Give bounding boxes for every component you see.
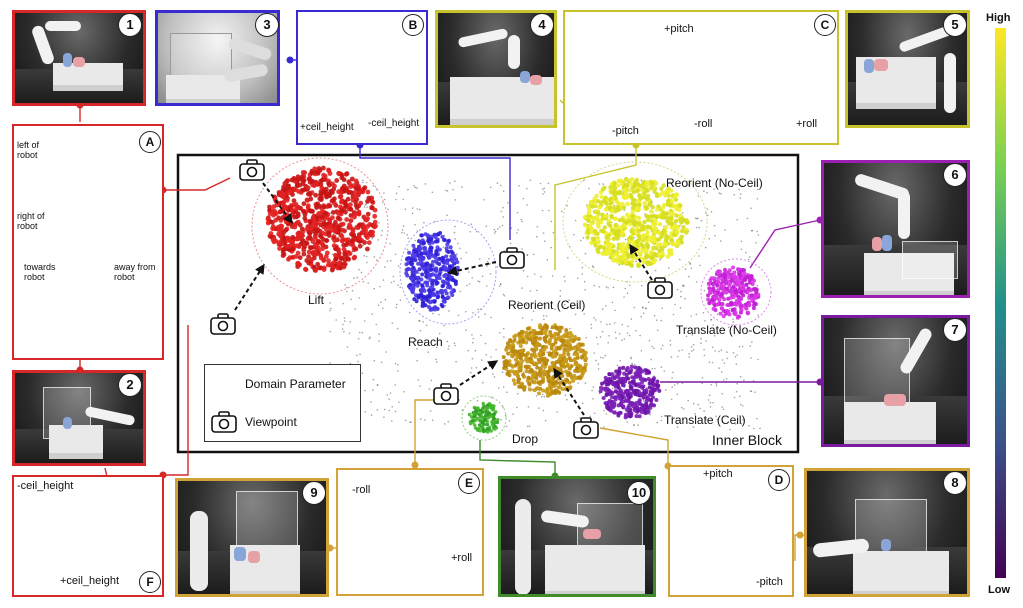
photo-number-7: 7: [943, 318, 967, 342]
viewpoint-arrow-lift-side: [234, 263, 265, 311]
panel-letter-e: E: [458, 472, 480, 494]
panel-b-minus-ceil-height: -ceil_height: [368, 118, 420, 129]
cluster-translate-no-ceil-points: [706, 265, 761, 320]
panel-a-right-of-robot: right of robot: [17, 211, 45, 231]
camera-icon-reorient: [647, 277, 673, 299]
viewpoint-arrow-translate: [553, 367, 585, 416]
panel-a-left-of-robot: left of robot: [17, 140, 40, 160]
panel-e-plus-roll: +roll: [451, 552, 473, 564]
photo-number-2: 2: [118, 373, 142, 397]
cluster-layer: [265, 165, 761, 434]
photo-3-reach-task: [155, 10, 280, 106]
panel-d-plus-pitch: +pitch: [703, 468, 733, 480]
panel-f-frame: [12, 475, 164, 597]
photo-number-10: 10: [627, 481, 651, 505]
cluster-label-translate-ceil: Translate (Ceil): [664, 413, 746, 427]
colorbar-high-label: High: [986, 12, 1011, 24]
photo-8-reorient-ceil-task: [804, 468, 970, 597]
colorbar-gradient: [995, 28, 1006, 578]
legend-box: Domain Parameter Viewpoint: [204, 364, 361, 442]
panel-letter-c: C: [814, 14, 836, 36]
cluster-label-lift: Lift: [308, 293, 325, 307]
connector-dot: [796, 531, 804, 539]
photo-number-4: 4: [530, 13, 554, 37]
camera-icon-reorient-ceil: [433, 383, 459, 405]
reorient-no-ceil-halo: [562, 161, 708, 283]
cluster-label-reorient-no-ceil: Reorient (No-Ceil): [666, 176, 763, 190]
connector-dot: [286, 56, 294, 64]
viewpoint-arrow-reorient: [629, 243, 653, 281]
photo-5-reorient-no-ceil-task: [845, 10, 970, 128]
panel-f-plus-ceil-height: +ceil_height: [60, 575, 120, 587]
reach-halo: [399, 219, 497, 325]
cluster-label-reorient-ceil: Reorient (Ceil): [508, 298, 586, 312]
panel-e-frame: [336, 468, 484, 596]
lift-halo: [251, 157, 389, 295]
panel-c-frame: [563, 10, 839, 145]
translate-no-ceil-halo: [700, 258, 772, 326]
panel-letter-d: D: [768, 469, 790, 491]
legend-domain-parameter: Domain Parameter: [245, 377, 346, 391]
panel-c-minus-pitch: -pitch: [612, 125, 639, 137]
panel-e-minus-roll: -roll: [352, 484, 371, 496]
photo-number-6: 6: [943, 163, 967, 187]
panel-c-minus-roll: -roll: [694, 118, 713, 130]
camera-icon-lift-side: [210, 313, 236, 335]
panel-a-away-from-robot: away from robot: [114, 262, 156, 282]
viewpoint-arrow-reach: [447, 261, 497, 276]
panel-letter-a: A: [139, 131, 161, 153]
photo-number-8: 8: [943, 471, 967, 495]
panel-c-plus-roll: +roll: [796, 118, 818, 130]
colorbar-low-label: Low: [988, 584, 1010, 596]
photo-number-9: 9: [302, 481, 326, 505]
legend-viewpoint: Viewpoint: [245, 415, 297, 429]
panel-letter-b: B: [402, 14, 424, 36]
panel-letter-f: F: [139, 571, 161, 593]
camera-icon-legend: [211, 411, 237, 433]
panel-a-towards-robot: towards robot: [24, 262, 56, 282]
cluster-reach-points: [404, 231, 460, 312]
cluster-drop-points: [467, 401, 500, 434]
camera-icon-lift-top: [239, 159, 265, 181]
inner-block-label: Inner Block: [712, 432, 783, 448]
photo-number-1: 1: [118, 13, 142, 37]
cluster-label-reach: Reach: [408, 335, 443, 349]
cluster-reorient-ceil-points: [501, 323, 588, 398]
camera-icon-translate: [573, 417, 599, 439]
drop-halo: [461, 395, 507, 441]
panel-c-plus-pitch: +pitch: [664, 23, 694, 35]
photo-9-ceil-task: [175, 478, 329, 597]
photo-6-translate-no-ceil-task: [821, 160, 970, 298]
panel-d-minus-pitch: -pitch: [756, 576, 783, 588]
photo-7-translate-ceil-task: [821, 315, 970, 447]
cluster-label-translate-no-ceil: Translate (No-Ceil): [676, 323, 777, 337]
viewpoint-arrow-lift-top: [262, 182, 293, 225]
photo-number-5: 5: [943, 13, 967, 37]
panel-a-frame: [12, 124, 164, 360]
cluster-translate-ceil-points: [598, 364, 662, 420]
cluster-reorient-no-ceil-points: [582, 176, 691, 268]
panel-f-minus-ceil-height: -ceil_height: [17, 480, 74, 492]
connector-dot: [411, 461, 419, 469]
camera-icon-reach: [499, 247, 525, 269]
panel-b-plus-ceil-height: +ceil_height: [300, 122, 354, 133]
photo-number-3: 3: [255, 13, 279, 37]
cluster-lift-points: [265, 165, 378, 273]
cluster-label-drop: Drop: [512, 432, 539, 446]
photo-10-drop-task: [498, 476, 656, 597]
